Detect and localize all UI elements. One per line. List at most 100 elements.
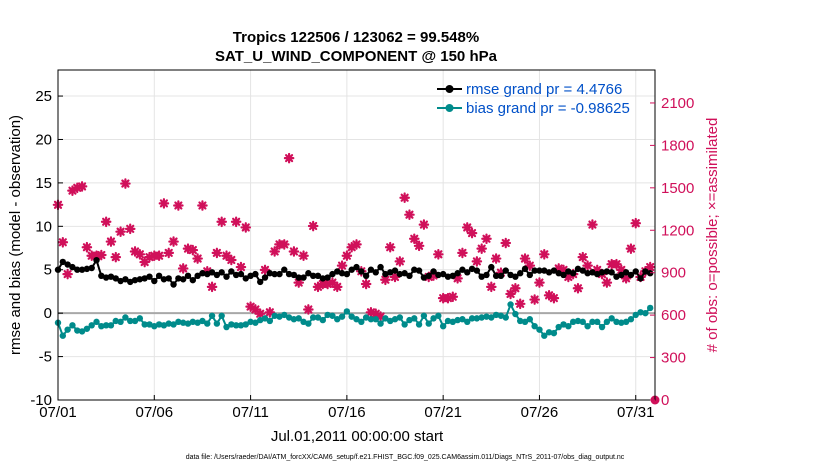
bias-point bbox=[276, 313, 283, 320]
bias-point bbox=[170, 321, 177, 328]
bias-point bbox=[444, 317, 452, 325]
obs-marker bbox=[206, 281, 218, 293]
bias-point bbox=[377, 320, 384, 327]
bias-point bbox=[488, 314, 495, 321]
bias-point bbox=[194, 319, 201, 326]
rmse-point bbox=[550, 267, 558, 274]
bias-point bbox=[343, 308, 351, 315]
bias-point bbox=[536, 326, 543, 333]
bias-point bbox=[541, 332, 548, 339]
bias-point bbox=[430, 315, 437, 322]
data-file-footnote: data file: /Users/raeder/DAI/ATM_forcXX/… bbox=[186, 454, 625, 461]
rmse-point bbox=[444, 273, 452, 280]
obs-marker bbox=[457, 247, 468, 259]
rmse-point bbox=[107, 273, 115, 280]
obs-marker bbox=[211, 247, 223, 259]
rmse-point bbox=[618, 271, 625, 279]
rmse-point bbox=[189, 276, 197, 284]
right-axis-ticks: 0 300 600 900 1200 1500 1800 2100 bbox=[650, 95, 694, 409]
bias-point bbox=[223, 323, 230, 331]
bias-point bbox=[569, 318, 577, 326]
obs-marker bbox=[144, 251, 155, 263]
bias-point bbox=[473, 315, 481, 322]
obs-marker bbox=[96, 249, 107, 261]
bias-point bbox=[314, 314, 322, 321]
bias-point bbox=[319, 316, 326, 324]
bias-point bbox=[618, 319, 625, 326]
rmse-point bbox=[237, 270, 245, 278]
rmse-point bbox=[319, 275, 326, 282]
rmse-point bbox=[334, 268, 341, 275]
x-tick-label: 07/11 bbox=[232, 404, 268, 421]
rmse-point bbox=[555, 270, 562, 277]
obs-marker bbox=[389, 271, 401, 283]
obs-marker bbox=[447, 291, 459, 303]
obs-marker bbox=[105, 236, 117, 247]
y-axis-label: rmse and bias (model - observation) bbox=[7, 115, 24, 355]
bias-point bbox=[449, 318, 456, 326]
rmse-point bbox=[223, 273, 230, 280]
bias-point bbox=[411, 315, 418, 322]
bias-point bbox=[531, 322, 538, 330]
bias-point bbox=[627, 316, 635, 323]
vertical-grid bbox=[57, 70, 637, 400]
rmse-point bbox=[608, 269, 615, 276]
obs-marker bbox=[124, 223, 136, 235]
bias-point bbox=[151, 322, 158, 330]
obs-marker bbox=[490, 253, 502, 264]
obs-marker bbox=[404, 209, 415, 221]
obs-marker bbox=[615, 264, 627, 276]
bias-point bbox=[420, 312, 428, 319]
rmse-point bbox=[569, 270, 577, 277]
obs-marker bbox=[558, 264, 569, 276]
plot-background bbox=[58, 70, 655, 400]
bias-point bbox=[117, 318, 124, 326]
bias-point bbox=[338, 313, 346, 320]
y-tick-label: 10 bbox=[35, 218, 52, 235]
bias-point bbox=[232, 322, 240, 329]
rmse-point bbox=[589, 269, 596, 276]
plot-area: 07/01 07/06 07/11 07/16 07/21 07/26 07/31 -10-… bbox=[30, 69, 694, 421]
bias-point bbox=[329, 312, 336, 319]
obs-marker bbox=[384, 241, 396, 253]
rmse-point bbox=[646, 270, 654, 277]
rmse-point bbox=[420, 274, 428, 281]
rmse-point bbox=[136, 276, 144, 283]
rmse-point bbox=[512, 273, 519, 280]
bias-point bbox=[550, 329, 558, 337]
obs-marker bbox=[413, 240, 425, 252]
obs-marker bbox=[71, 182, 83, 194]
bias-point bbox=[93, 318, 100, 326]
bias-point bbox=[199, 317, 206, 325]
rmse-point bbox=[632, 268, 639, 275]
rmse-point bbox=[642, 268, 649, 275]
obs-marker bbox=[514, 298, 526, 310]
obs-marker bbox=[259, 264, 271, 276]
legend-bias-label: bias grand pr = -0.98625 bbox=[466, 100, 630, 117]
obs-marker bbox=[572, 282, 584, 294]
obs-marker bbox=[591, 264, 603, 276]
y-tick-label: -10 bbox=[30, 392, 52, 409]
x-tick-label: 07/21 bbox=[424, 404, 462, 421]
obs-marker bbox=[81, 241, 93, 253]
obs-marker bbox=[534, 277, 545, 288]
obs-marker bbox=[553, 263, 565, 274]
rmse-point bbox=[290, 271, 298, 279]
chart-title: Tropics 122506 / 123062 = 99.548% bbox=[233, 29, 479, 46]
bias-point bbox=[309, 314, 317, 321]
rmse-point bbox=[257, 278, 264, 286]
bias-point bbox=[295, 315, 302, 322]
rmse-point bbox=[78, 266, 86, 273]
obs-marker bbox=[476, 243, 487, 254]
rmse-point bbox=[411, 266, 418, 273]
bias-point bbox=[165, 320, 172, 327]
rmse-point bbox=[271, 270, 278, 278]
bias-point bbox=[396, 314, 404, 321]
bias-point bbox=[516, 317, 524, 325]
obs-marker bbox=[380, 274, 391, 286]
obs-marker bbox=[298, 250, 309, 262]
rmse-point bbox=[521, 265, 529, 273]
bias-point bbox=[334, 316, 341, 323]
rmse-point bbox=[83, 265, 91, 273]
bias-point bbox=[613, 318, 620, 326]
